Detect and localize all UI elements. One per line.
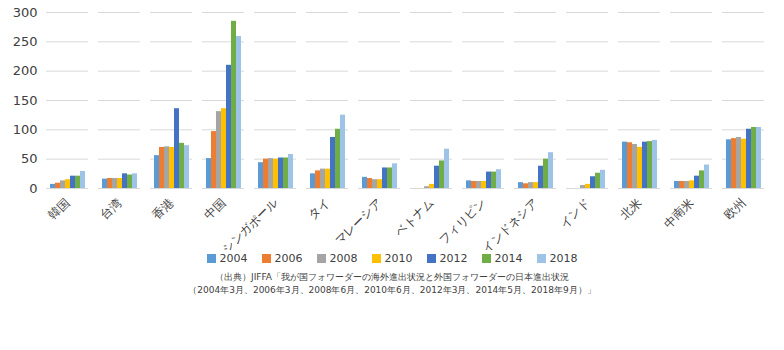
html-text:2010: 2010 — [384, 252, 413, 265]
svg-text:250: 250 — [13, 34, 38, 49]
svg-text:タイ: タイ — [305, 195, 332, 222]
svg-text:韓国: 韓国 — [45, 195, 72, 222]
svg-text:香港: 香港 — [149, 195, 176, 222]
html-text:2018: 2018 — [549, 252, 578, 265]
svg-text:台湾: 台湾 — [97, 195, 124, 222]
svg-text:中国: 中国 — [201, 195, 228, 222]
svg-text:100: 100 — [13, 122, 38, 137]
html-text:（出典）JIFFA「我が国フォワーダーの海外進出状況と外国フ: （出典）JIFFA「我が国フォワーダーの海外進出状況と外国フォワーダーの日本進出… — [215, 272, 569, 282]
svg-text:インド: インド — [557, 195, 592, 230]
html-text:2006: 2006 — [274, 252, 303, 265]
svg-text:マレーシア: マレーシア — [332, 195, 384, 247]
html-text:2012: 2012 — [439, 252, 468, 265]
svg-text:インドネシア: インドネシア — [480, 195, 541, 250]
html-text:2004: 2004 — [219, 252, 248, 265]
svg-text:中南米: 中南米 — [661, 195, 696, 230]
svg-text:200: 200 — [13, 63, 38, 78]
svg-text:フィリピン: フィリピン — [436, 195, 488, 247]
svg-text:150: 150 — [13, 93, 38, 108]
html-text:2008: 2008 — [329, 252, 358, 265]
svg-text:50: 50 — [21, 151, 38, 166]
svg-text:300: 300 — [13, 5, 38, 20]
svg-text:ベトナム: ベトナム — [392, 195, 436, 239]
html-text:（2004年3月、2006年3月、2008年6月、2010年: （2004年3月、2006年3月、2008年6月、2010年6月、2012年3月… — [188, 285, 596, 295]
svg-text:シンガポール: シンガポール — [220, 195, 281, 250]
svg-text:欧州: 欧州 — [721, 195, 748, 222]
html-text:2014: 2014 — [494, 252, 523, 265]
svg-text:北米: 北米 — [617, 195, 644, 222]
svg-text:0: 0 — [29, 181, 37, 196]
